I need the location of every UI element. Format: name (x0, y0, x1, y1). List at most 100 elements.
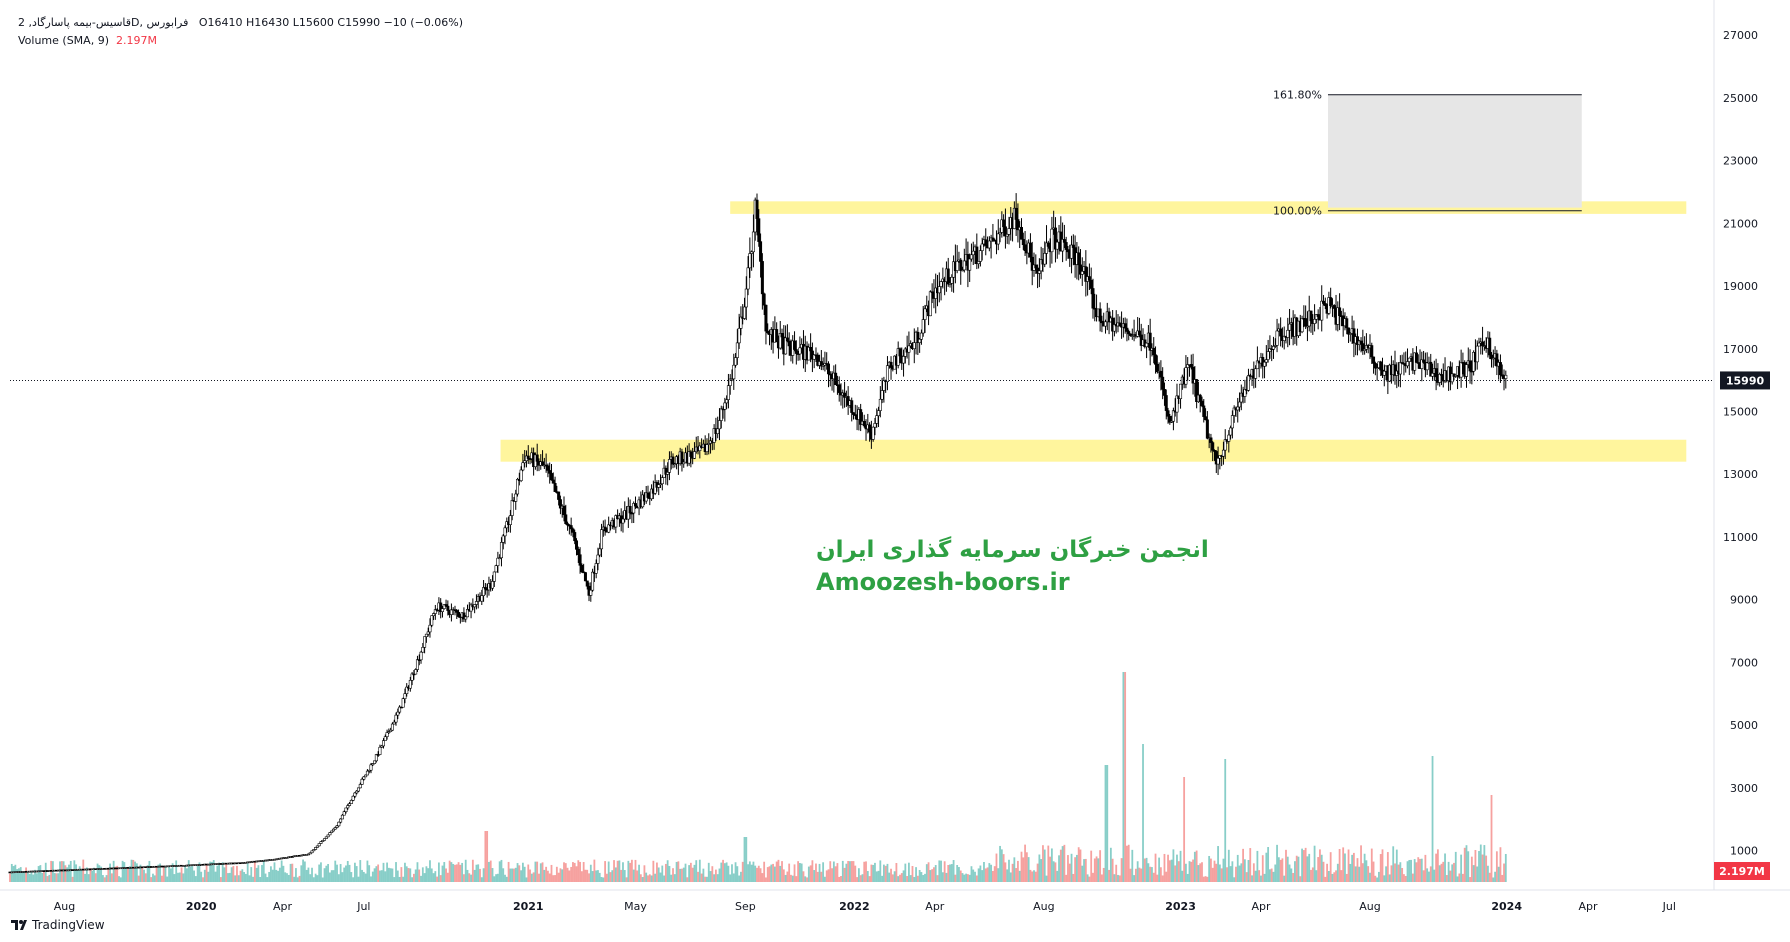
candle-down (1490, 354, 1494, 360)
volume-bar (507, 861, 510, 882)
candle-down (1189, 364, 1193, 368)
volume-bar (382, 862, 385, 882)
candle-down (633, 503, 637, 507)
candle-up (660, 477, 664, 485)
volume-bar (509, 868, 512, 882)
volume-bar (990, 864, 993, 882)
volume-bar (723, 863, 726, 882)
candle-down (809, 347, 813, 352)
volume-bar (809, 865, 812, 882)
volume-bar (1011, 863, 1014, 882)
volume-bar (822, 862, 825, 882)
candle-up (1491, 357, 1495, 360)
volume-bar (850, 861, 853, 882)
volume-bar (109, 863, 111, 882)
volume-bar (1043, 849, 1046, 882)
volume-bar (475, 864, 478, 882)
candle-down (959, 259, 963, 271)
volume-bar (1108, 869, 1110, 882)
volume-bar (684, 863, 687, 882)
volume-bar (407, 868, 410, 882)
volume-legend: Volume (SMA, 9) 2.197M (18, 34, 157, 47)
volume-bar (341, 872, 344, 882)
volume-indicator-label[interactable]: Volume (SMA, 9) (18, 34, 109, 47)
volume-bar (1002, 854, 1005, 882)
volume-bar (143, 869, 145, 882)
volume-bar (1163, 853, 1166, 882)
volume-bar (1277, 857, 1280, 882)
candle-down (573, 532, 577, 542)
candle-down (551, 479, 555, 484)
volume-bar (1299, 876, 1302, 882)
candle-up (812, 354, 816, 360)
candle-down (1214, 451, 1218, 465)
volume-bar (1179, 850, 1182, 882)
volume-bar (950, 864, 953, 882)
candle-up (469, 604, 473, 612)
volume-bar (605, 873, 608, 882)
candle-up (356, 787, 360, 792)
volume-bar (1383, 875, 1386, 882)
candle-down (1084, 266, 1088, 282)
candle-up (1145, 342, 1149, 348)
candle-up (364, 774, 368, 778)
volume-bar (600, 877, 603, 882)
volume-bar (841, 860, 844, 882)
volume-bar (194, 876, 197, 882)
volume-bar (602, 877, 605, 882)
volume-bar (886, 863, 889, 882)
volume-bar (452, 863, 455, 882)
volume-bar (1027, 857, 1030, 882)
candle-up (510, 500, 514, 516)
symbol-name[interactable]: قاسیس-بیمه پاسارگاد, 2D, فرابورس (18, 16, 189, 29)
volume-bar (286, 873, 288, 882)
candle-up (1037, 270, 1041, 274)
volume-bar (1483, 845, 1486, 882)
volume-bar (779, 865, 782, 882)
candle-up (383, 736, 387, 741)
volume-bar (954, 874, 957, 882)
candle-down (1322, 300, 1326, 304)
candle-up (464, 616, 468, 620)
volume-bar (815, 863, 817, 882)
candle-down (1323, 303, 1327, 306)
volume-bar (1426, 868, 1429, 882)
volume-bar (187, 860, 190, 882)
candle-up (321, 839, 325, 842)
candle-up (380, 745, 384, 748)
volume-bar (918, 870, 921, 882)
volume-bar (849, 861, 851, 882)
volume-bar (327, 863, 330, 882)
price-axis[interactable]: 1000 3000 5000 7000 9000 11000 13000 15000 17000… (1713, 0, 1770, 890)
volume-bar (961, 873, 964, 882)
volume-bar (59, 861, 61, 882)
volume-bar (936, 875, 939, 882)
tradingview-brand[interactable]: TradingView (10, 918, 105, 932)
volume-bar (782, 869, 785, 882)
volume-bar (253, 861, 256, 882)
candle-down (528, 458, 532, 460)
volume-bar (1192, 859, 1194, 882)
volume-bar (1485, 855, 1488, 882)
volume-bar (1129, 868, 1132, 882)
candle-down (1021, 239, 1025, 246)
volume-bar (464, 859, 467, 882)
volume-bar (1451, 864, 1454, 882)
volume-bar (264, 873, 267, 882)
candle-up (331, 828, 335, 832)
candle-up (308, 852, 312, 855)
time-axis[interactable]: Aug 2020 Apr Jul 2021 May Sep 2022 Apr Aug 2023 Apr… (0, 889, 1790, 913)
volume-bar (1176, 854, 1178, 882)
volume-bar (9, 873, 11, 882)
candle-up (414, 669, 418, 675)
volume-bar (1140, 868, 1143, 882)
candle-up (705, 444, 709, 452)
volume-bar (840, 876, 842, 882)
volume-bar (1379, 854, 1382, 882)
candle-up (330, 830, 334, 833)
volume-bar (765, 877, 767, 882)
volume-bar (797, 861, 800, 882)
volume-bar (398, 876, 401, 882)
volume-bar (1356, 858, 1359, 882)
